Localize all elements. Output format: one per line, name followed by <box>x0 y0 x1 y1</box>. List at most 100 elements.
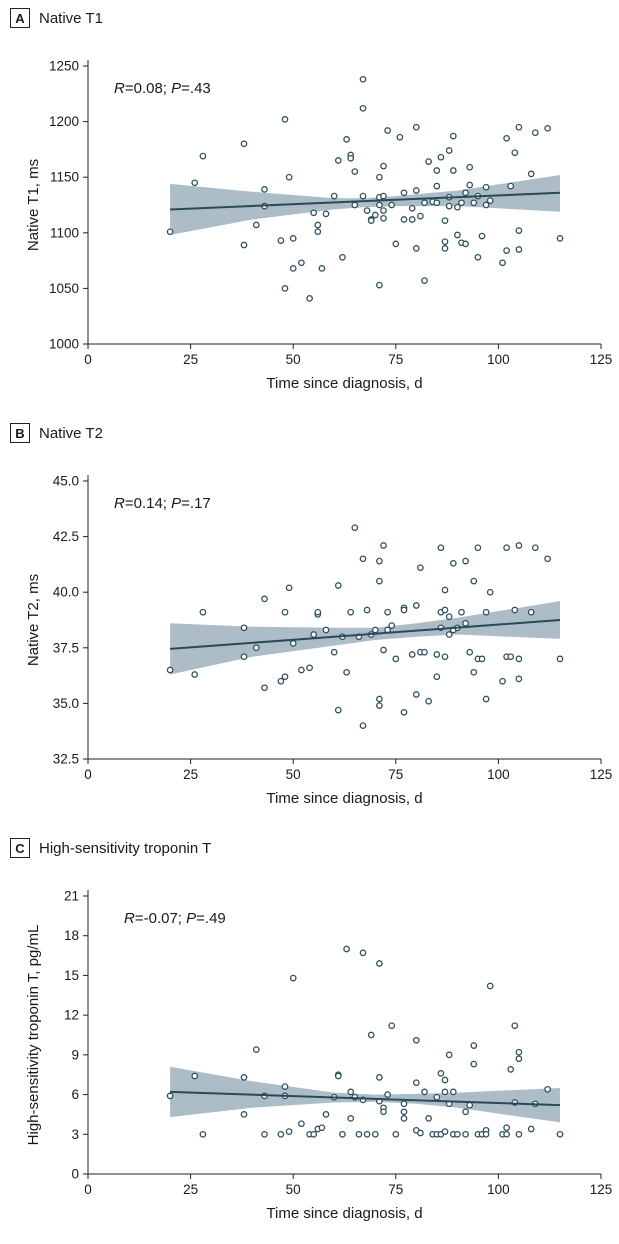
data-point <box>334 157 342 164</box>
data-point <box>511 1022 519 1030</box>
data-point <box>384 127 391 134</box>
y-tick-label: 0 <box>71 1167 79 1182</box>
data-point <box>441 1088 449 1096</box>
data-point <box>376 173 383 181</box>
data-point <box>531 129 539 137</box>
y-tick-label: 1150 <box>50 170 79 185</box>
data-point <box>412 245 420 252</box>
data-point <box>199 152 207 160</box>
p-value: =.17 <box>181 495 211 512</box>
data-point <box>240 653 248 661</box>
confidence-band <box>170 1066 560 1123</box>
x-tick-label: 100 <box>487 352 510 367</box>
data-point <box>441 238 449 246</box>
data-point <box>339 1130 346 1138</box>
data-point <box>417 1129 424 1137</box>
data-point <box>310 1130 318 1138</box>
data-point <box>289 974 297 982</box>
data-point <box>376 695 383 703</box>
data-point <box>166 228 174 236</box>
data-point <box>408 651 416 658</box>
data-point <box>240 241 248 249</box>
data-point <box>470 1042 478 1049</box>
scatter-plot-troponin: 0 3 6 9 12 15 18 21 0 25 50 75 100 125 Time since diag… <box>25 889 612 1223</box>
data-point <box>515 1130 523 1138</box>
data-point <box>458 199 465 207</box>
r-symbol: R <box>114 495 125 512</box>
data-point <box>412 602 420 609</box>
data-point <box>462 240 469 248</box>
data-point <box>478 655 486 663</box>
data-point <box>466 1101 474 1109</box>
data-point <box>408 216 416 223</box>
x-tick-label: 25 <box>183 767 198 782</box>
data-point <box>556 235 564 242</box>
data-point <box>400 1100 408 1108</box>
data-point <box>359 192 367 200</box>
data-point <box>482 201 490 209</box>
y-tick-label: 32.5 <box>53 752 79 767</box>
x-tick-label: 25 <box>183 1182 198 1197</box>
data-point <box>347 1088 355 1096</box>
data-point <box>298 259 305 267</box>
data-point <box>281 608 289 616</box>
data-point <box>425 697 432 705</box>
data-point <box>261 684 268 692</box>
y-tick-label: 9 <box>71 1047 79 1062</box>
data-point <box>486 588 494 596</box>
data-point <box>437 544 445 552</box>
data-point <box>359 949 367 957</box>
data-point <box>281 1083 289 1090</box>
x-tick-label: 0 <box>84 352 92 367</box>
data-point <box>421 199 428 207</box>
data-point <box>515 227 523 234</box>
scatter-plot-native-t2: 32.5 35.0 37.5 40.0 42.5 45.0 0 25 50 75 100 125 Tim… <box>25 474 612 808</box>
data-point <box>412 1079 420 1087</box>
panel-title: High-sensitivity troponin T <box>39 839 212 857</box>
data-point <box>515 655 523 663</box>
data-point <box>503 134 510 142</box>
data-point <box>310 631 318 638</box>
data-point <box>503 247 510 254</box>
data-point <box>400 1115 408 1122</box>
data-point <box>527 1125 535 1133</box>
data-point <box>347 608 355 616</box>
panel-header: B Native T2 <box>10 423 103 443</box>
data-point <box>289 265 297 272</box>
data-point <box>334 706 342 714</box>
data-point <box>486 982 494 990</box>
data-point <box>503 544 510 552</box>
y-tick-label: 37.5 <box>53 640 79 655</box>
x-tick-label: 125 <box>590 352 613 367</box>
data-point <box>531 544 539 552</box>
data-point <box>289 640 297 647</box>
data-point <box>388 622 396 629</box>
data-point <box>343 945 350 953</box>
panel-header: C High-sensitivity troponin T <box>10 838 211 858</box>
data-point <box>458 608 465 616</box>
data-point <box>371 626 379 634</box>
x-axis-label: Time since diagnosis, d <box>266 375 422 392</box>
data-point <box>527 170 535 178</box>
data-point <box>376 702 383 709</box>
data-point <box>199 1130 207 1138</box>
data-point <box>412 187 420 194</box>
data-point <box>330 648 338 656</box>
data-point <box>298 1120 305 1128</box>
data-point <box>277 677 285 685</box>
data-point <box>544 555 551 563</box>
r-symbol: R <box>124 910 135 927</box>
data-point <box>507 1066 515 1073</box>
data-point <box>478 232 486 240</box>
data-point <box>261 1130 268 1138</box>
data-point <box>470 577 478 585</box>
regression-line <box>170 191 561 211</box>
x-tick-label: 75 <box>388 1182 403 1197</box>
data-point <box>285 173 293 181</box>
data-point <box>437 153 445 161</box>
data-point <box>441 606 449 614</box>
data-point <box>408 204 416 212</box>
regression-line <box>170 619 561 650</box>
data-point <box>515 1055 523 1063</box>
data-point <box>421 277 428 284</box>
